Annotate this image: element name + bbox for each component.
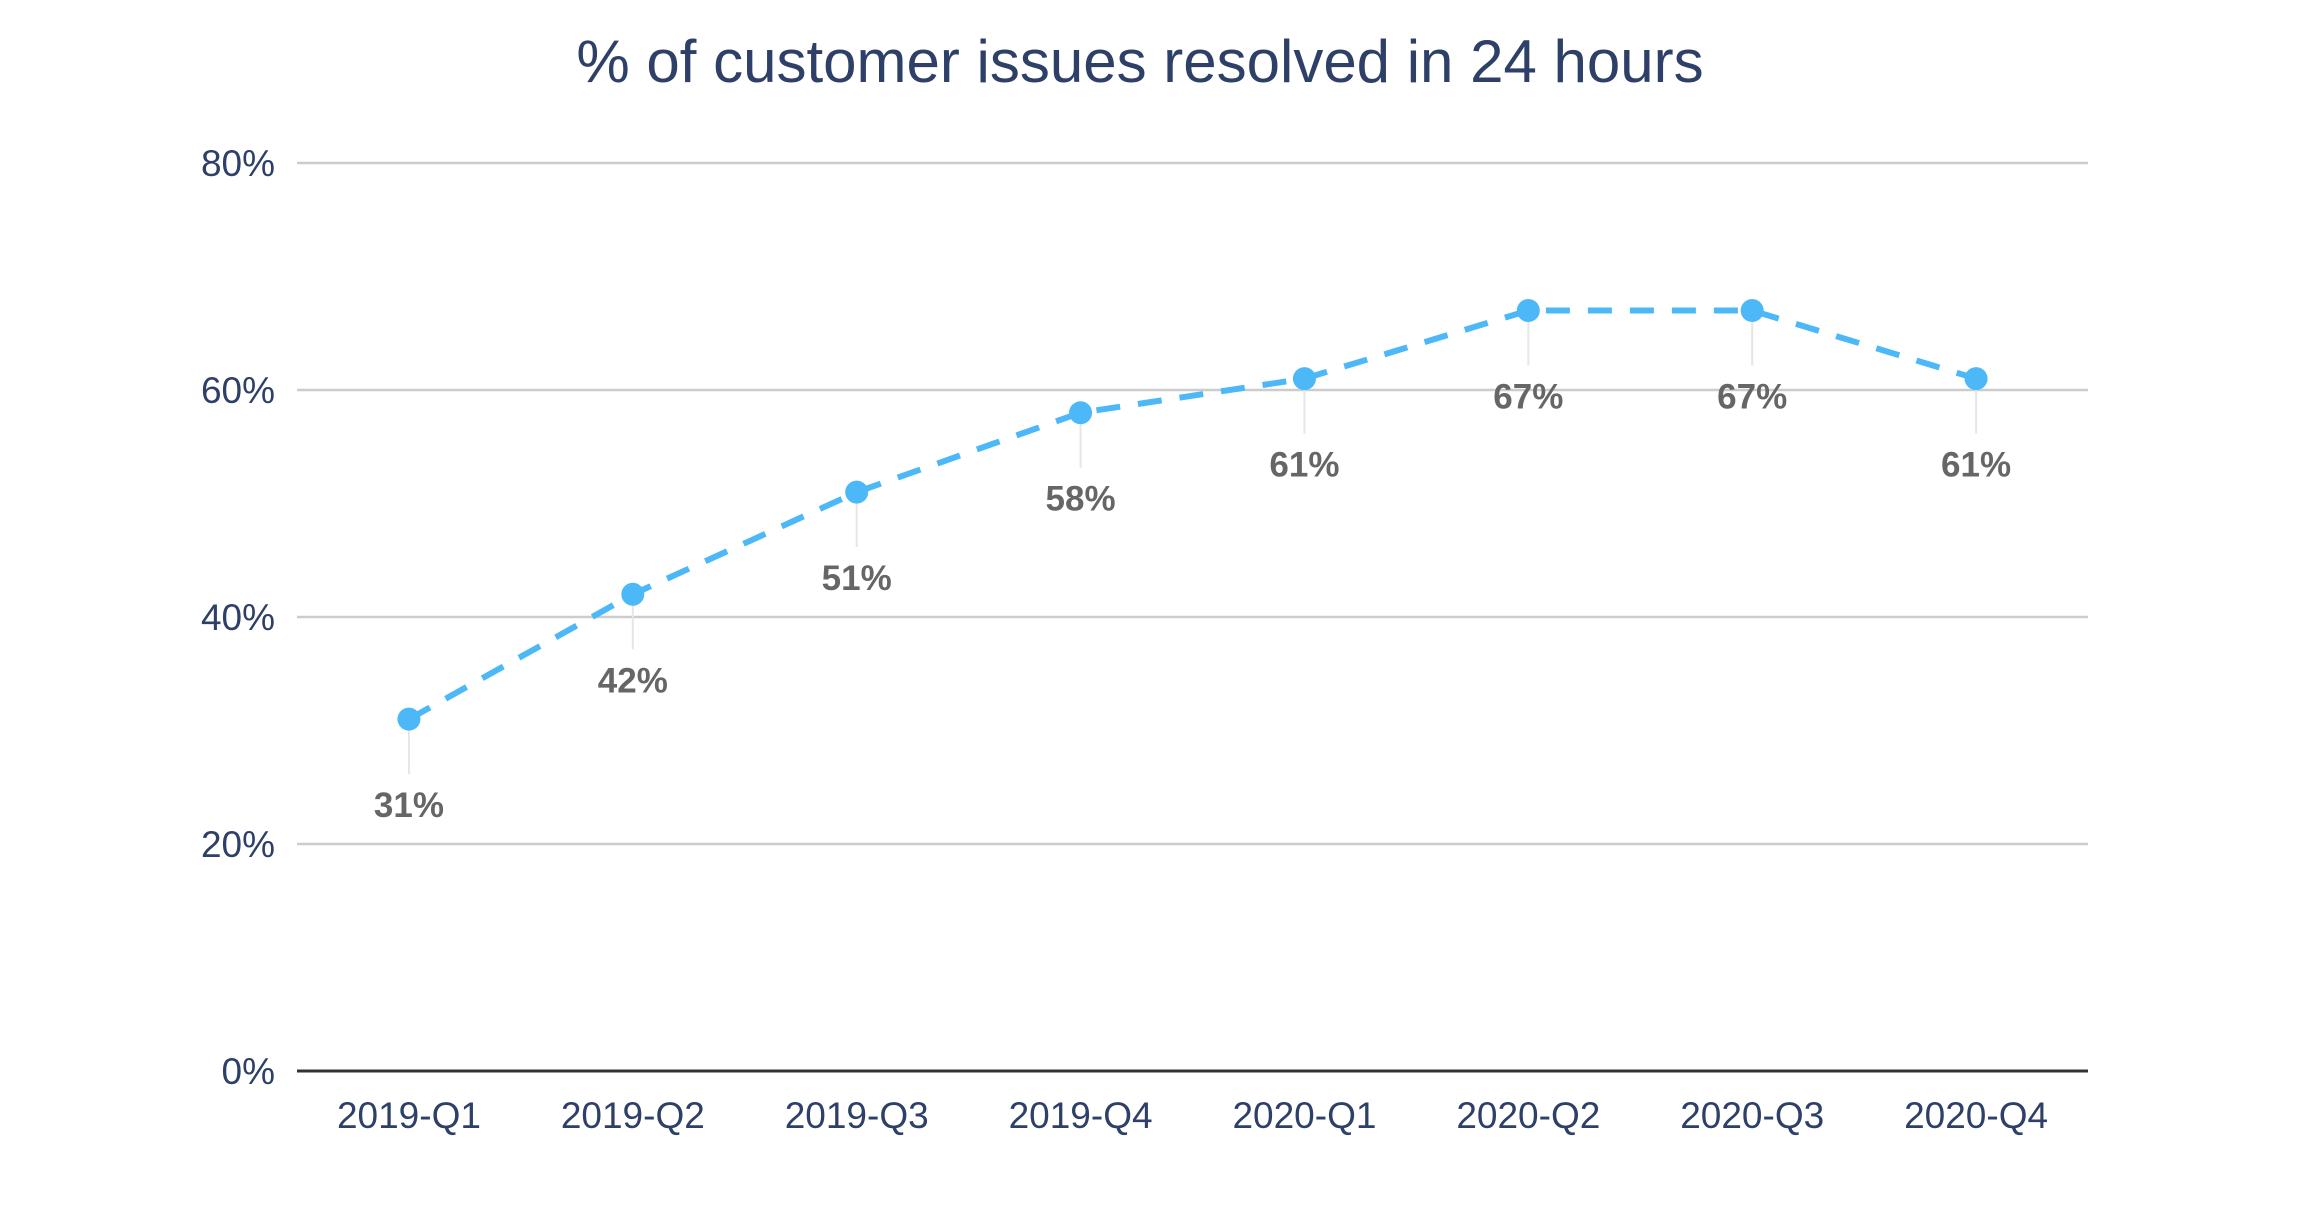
x-tick-label: 2020-Q2	[1456, 1095, 1600, 1136]
data-label: 67%	[1493, 378, 1563, 417]
data-point[interactable]	[1740, 299, 1764, 323]
chart-title: % of customer issues resolved in 24 hour…	[576, 28, 1703, 95]
y-tick-label: 20%	[201, 824, 275, 865]
data-label: 61%	[1941, 446, 2011, 485]
y-tick-label: 40%	[201, 597, 275, 638]
data-label: 67%	[1717, 378, 1787, 417]
data-point[interactable]	[845, 480, 869, 504]
y-tick-label: 0%	[222, 1051, 275, 1092]
x-tick-label: 2019-Q2	[561, 1095, 705, 1136]
data-point[interactable]	[1069, 401, 1093, 425]
x-tick-label: 2020-Q1	[1232, 1095, 1376, 1136]
data-label: 58%	[1046, 480, 1116, 519]
data-point[interactable]	[1516, 299, 1540, 323]
y-tick-label: 60%	[201, 370, 275, 411]
x-tick-label: 2019-Q4	[1009, 1095, 1153, 1136]
data-label: 51%	[822, 559, 892, 598]
x-tick-label: 2019-Q3	[785, 1095, 929, 1136]
data-label: 61%	[1269, 446, 1339, 485]
x-tick-label: 2019-Q1	[337, 1095, 481, 1136]
data-label: 31%	[374, 786, 444, 825]
x-tick-label: 2020-Q3	[1680, 1095, 1824, 1136]
data-point[interactable]	[1964, 367, 1988, 391]
data-point[interactable]	[621, 582, 645, 606]
y-tick-label: 80%	[201, 143, 275, 184]
series-line	[407, 307, 1977, 722]
x-tick-label: 2020-Q4	[1904, 1095, 2048, 1136]
data-point[interactable]	[1292, 367, 1316, 391]
data-point[interactable]	[397, 707, 421, 731]
data-label: 42%	[598, 661, 668, 700]
